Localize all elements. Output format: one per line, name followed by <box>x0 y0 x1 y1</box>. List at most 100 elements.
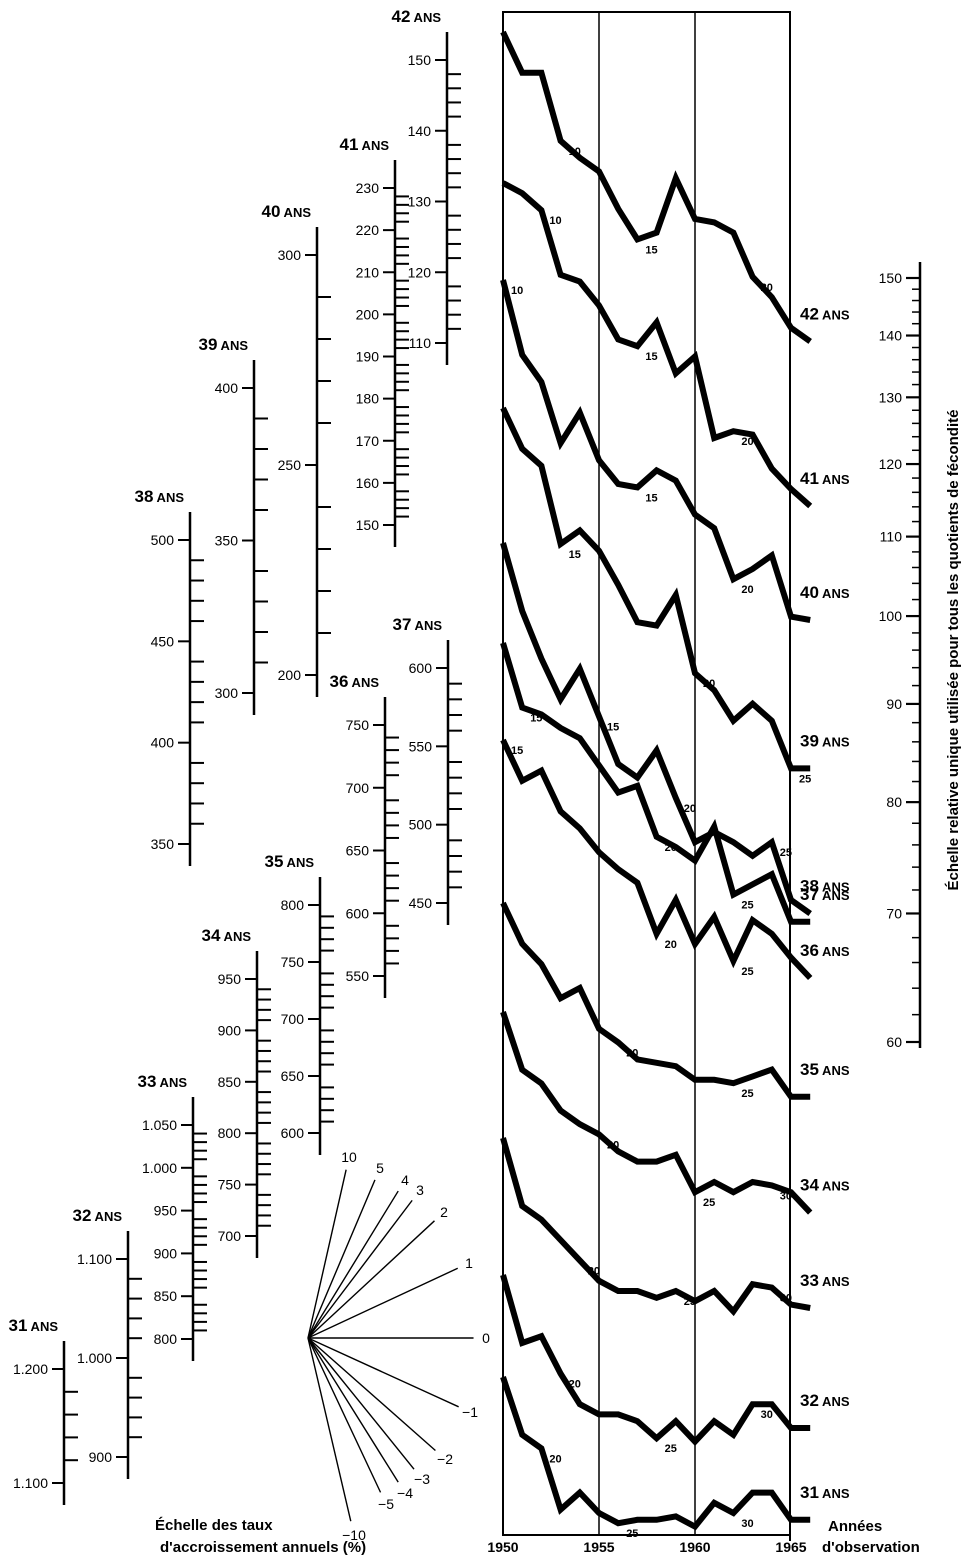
scale-label-41-210: 210 <box>356 264 380 280</box>
series-label-age: 31 <box>800 1483 819 1502</box>
rate-label-3: 3 <box>416 1182 424 1198</box>
scale-title-unit: ANS <box>283 855 314 870</box>
series-line-32 <box>500 1274 811 1446</box>
scale-label-37-500: 500 <box>409 817 433 833</box>
scale-title-39: 39 ANS <box>199 335 249 354</box>
scale-title-unit: ANS <box>27 1319 58 1334</box>
scale-title-age: 33 <box>138 1072 157 1091</box>
scale-label-41-220: 220 <box>356 222 380 238</box>
x-tick-1965: 1965 <box>775 1539 806 1555</box>
rate-fan-title-line1: Échelle des taux <box>155 1517 273 1534</box>
cohort-mark-38-25: 25 <box>780 847 792 859</box>
scale-label-38-450: 450 <box>151 633 175 649</box>
scale-title-42: 42 ANS <box>392 7 442 26</box>
x-tick-1955: 1955 <box>583 1539 614 1555</box>
series-line-39 <box>500 406 811 772</box>
rel-scale-label-100: 100 <box>879 608 903 624</box>
series-line-33 <box>500 1137 811 1317</box>
series-label-41: 41 ANS <box>800 469 850 488</box>
series-label-age: 32 <box>800 1391 819 1410</box>
scale-title-unit: ANS <box>220 929 251 944</box>
series-label-age: 41 <box>800 469 819 488</box>
scale-title-32: 32 ANS <box>73 1206 123 1225</box>
scale-label-39-350: 350 <box>215 533 239 549</box>
cohort-mark-35-25: 25 <box>741 1088 753 1100</box>
cohort-mark-33-30: 30 <box>780 1293 792 1305</box>
scale-label-39-400: 400 <box>215 380 239 396</box>
scale-title-36: 36 ANS <box>330 672 380 691</box>
rate-fan-title-line2: d'accroissement annuels (%) <box>160 1539 366 1555</box>
cohort-mark-32-20: 20 <box>569 1379 581 1391</box>
rate-label-1: 1 <box>465 1255 473 1271</box>
rate-label-10: 10 <box>341 1149 357 1165</box>
scale-title-35: 35 ANS <box>265 852 315 871</box>
series-label-40: 40 ANS <box>800 583 850 602</box>
scale-label-36-600: 600 <box>346 905 370 921</box>
cohort-mark-37-20: 20 <box>665 842 677 854</box>
rate-label--1: −1 <box>462 1404 478 1420</box>
rate-ray-1 <box>307 1267 459 1339</box>
scale-title-age: 38 <box>135 487 154 506</box>
scale-label-41-180: 180 <box>356 391 380 407</box>
cohort-mark-34-20: 20 <box>607 1139 619 1151</box>
series-label-unit: ANS <box>819 1486 850 1501</box>
scale-title-40: 40 ANS <box>262 202 312 221</box>
scale-label-42-130: 130 <box>408 194 432 210</box>
scale-label-42-150: 150 <box>408 52 432 68</box>
scale-label-34-700: 700 <box>218 1228 242 1244</box>
rate-label-5: 5 <box>376 1160 384 1176</box>
rate-label-4: 4 <box>401 1172 409 1188</box>
rate-ray--3 <box>307 1337 415 1470</box>
x-tick-1950: 1950 <box>487 1539 518 1555</box>
cohort-mark-32-30: 30 <box>761 1409 773 1421</box>
series-line-38 <box>500 542 812 917</box>
series-line-40 <box>500 279 811 623</box>
rate-ray--5 <box>307 1337 382 1493</box>
scale-label-33-1050: 1.050 <box>142 1117 177 1133</box>
cohort-mark-37-15: 15 <box>530 713 542 725</box>
plot-area <box>502 11 791 1541</box>
scale-label-31-1100: 1.100 <box>13 1475 48 1491</box>
series-label-age: 37 <box>800 885 819 904</box>
series-label-unit: ANS <box>819 888 850 903</box>
cohort-mark-41-15: 15 <box>645 351 657 363</box>
x-tick-1960: 1960 <box>679 1539 710 1555</box>
rate-ray-4 <box>307 1190 399 1339</box>
series-lines: 10 15 20 42 ANS 10 15 20 41 ANS 10 15 20 40 ANS 15 20… <box>500 30 850 1540</box>
cohort-mark-40-20: 20 <box>741 584 753 596</box>
scale-label-35-600: 600 <box>281 1125 305 1141</box>
scale-label-36-750: 750 <box>346 717 370 733</box>
scale-title-33: 33 ANS <box>138 1072 188 1091</box>
scale-label-42-120: 120 <box>408 264 432 280</box>
rate-label--3: −3 <box>414 1471 430 1487</box>
cohort-mark-41-20: 20 <box>741 436 753 448</box>
series-label-42: 42 ANS <box>800 304 850 323</box>
scale-title-unit: ANS <box>280 205 311 220</box>
scale-title-31: 31 ANS <box>9 1316 59 1335</box>
scale-label-41-190: 190 <box>356 349 380 365</box>
cohort-mark-42-20: 20 <box>761 282 773 294</box>
series-label-32: 32 ANS <box>800 1391 850 1410</box>
series-label-36: 36 ANS <box>800 941 850 960</box>
cohort-mark-34-25: 25 <box>703 1197 715 1209</box>
cohort-mark-31-25: 25 <box>626 1528 638 1540</box>
series-label-age: 38 <box>800 877 819 896</box>
scale-label-34-750: 750 <box>218 1177 242 1193</box>
series-label-38: 38 ANS <box>800 877 850 896</box>
series-label-unit: ANS <box>819 1179 850 1194</box>
rate-ray-5 <box>307 1179 376 1339</box>
series-label-age: 33 <box>800 1271 819 1290</box>
series-label-age: 34 <box>800 1176 819 1195</box>
cohort-mark-39-25: 25 <box>799 773 811 785</box>
rate-ray--1 <box>307 1337 459 1408</box>
rate-ray-2 <box>307 1220 435 1339</box>
series-label-unit: ANS <box>819 734 850 749</box>
series-label-39: 39 ANS <box>800 731 850 750</box>
scale-label-35-800: 800 <box>281 897 305 913</box>
scale-label-33-850: 850 <box>154 1288 178 1304</box>
rel-scale-label-110: 110 <box>880 529 903 545</box>
series-line-36 <box>500 738 813 981</box>
cohort-mark-37-25: 25 <box>741 900 753 912</box>
series-label-31: 31 ANS <box>800 1483 850 1502</box>
